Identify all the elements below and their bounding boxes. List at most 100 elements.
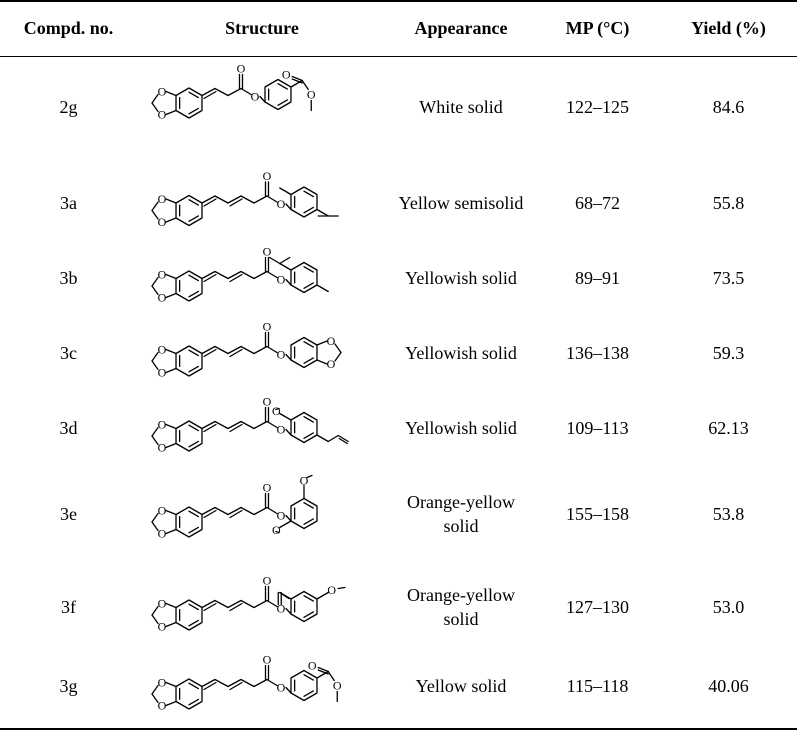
chain-bond: [240, 420, 255, 430]
melting-point-cell: 109–113: [566, 418, 629, 438]
compound-number: 3f: [61, 597, 76, 617]
methoxy-bond: [316, 591, 329, 600]
ester-sub-oxygen: O: [307, 88, 316, 102]
ester-sub-bond: [301, 79, 309, 91]
yield-cell: 73.5: [712, 268, 745, 288]
ester-bond: [266, 420, 278, 429]
ester-bond: [266, 345, 278, 354]
ester-bond: [285, 353, 292, 361]
aromatic-double-bond: [188, 215, 200, 222]
ester-oxygen: O: [277, 509, 286, 523]
dioxole-bond: [165, 621, 177, 628]
header-structure: Structure: [225, 17, 299, 38]
methoxy-bond: [279, 412, 292, 421]
melting-point-cell: 155–158: [566, 504, 629, 524]
dioxole-oxygen: O: [158, 504, 167, 518]
isopropyl-bond: [279, 262, 292, 271]
dioxole-oxygen: O: [158, 366, 167, 380]
aromatic-double-bond: [188, 619, 200, 627]
methoxy-oxygen: O: [272, 523, 281, 537]
appearance-cell: Yellow solid: [415, 676, 507, 696]
ester-oxygen: O: [251, 90, 260, 104]
header-rule: [0, 56, 797, 57]
chain-bond: [253, 345, 268, 355]
ester-bond: [285, 514, 292, 522]
chain-bond: [240, 599, 255, 609]
chain-bond: [227, 345, 242, 355]
aromatic-double-bond: [303, 595, 314, 602]
appearance-cell: Yellowish solid: [405, 343, 517, 363]
chain-double-bond: [229, 273, 243, 283]
chain-bond: [253, 506, 268, 516]
methoxy-oxygen: O: [300, 474, 309, 488]
aromatic-double-bond: [188, 424, 200, 432]
yield-cell: 84.6: [712, 97, 745, 117]
header-appearance: Appearance: [414, 17, 508, 38]
chain-double-bond: [229, 198, 243, 207]
aromatic-double-bond: [303, 416, 314, 423]
ester-oxygen: O: [277, 602, 286, 616]
ester-bond: [285, 607, 292, 615]
chain-bond: [214, 599, 229, 609]
melting-point-cell: 136–138: [566, 343, 629, 363]
chain-bond: [240, 195, 255, 204]
melting-point-cell: 68–72: [575, 192, 620, 213]
dioxole-oxygen: O: [158, 441, 167, 455]
dioxole-oxygen: O: [158, 291, 167, 305]
methyl-bond: [275, 530, 280, 534]
aromatic-double-bond: [303, 341, 314, 348]
chain-bond: [253, 195, 268, 204]
chain-double-bond: [203, 602, 217, 612]
dioxole-oxygen: O: [158, 192, 167, 206]
chain-bond: [214, 270, 229, 280]
chain-bond: [201, 195, 216, 204]
melting-point-cell: 127–130: [566, 597, 629, 617]
chain-bond: [240, 678, 255, 688]
ester-bond: [266, 270, 278, 279]
ester-bond: [259, 95, 266, 103]
dioxole-bond: [334, 343, 342, 354]
methyl-bond: [316, 284, 329, 293]
dioxole-bond: [165, 292, 177, 299]
dioxole-oxygen: O: [158, 85, 167, 99]
carbonyl-oxygen: O: [263, 169, 272, 183]
yield-cell: 40.06: [708, 676, 749, 696]
dioxole-bond: [151, 201, 159, 212]
appearance-cell: Yellowish solid: [405, 268, 517, 288]
chain-bond: [214, 678, 229, 688]
compound-number: 3a: [60, 192, 77, 213]
chain-bond: [253, 678, 268, 688]
chain-double-bond: [203, 198, 217, 207]
dioxole-bond: [165, 681, 177, 688]
ester-bond: [285, 428, 292, 436]
dioxole-bond: [151, 276, 159, 287]
ester-sub-double-bond: [317, 669, 329, 675]
ester-sub-bond: [290, 79, 303, 88]
dioxole-oxygen: O: [158, 268, 167, 282]
ester-bond: [266, 599, 278, 608]
aromatic-double-bond: [188, 199, 200, 206]
dioxole-bond: [316, 340, 328, 346]
carbonyl-oxygen: O: [237, 62, 246, 76]
aromatic-double-bond: [188, 91, 200, 99]
aromatic-double-bond: [303, 502, 314, 509]
aromatic-double-bond: [188, 698, 200, 706]
methyl-bond: [279, 187, 292, 196]
chain-bond: [201, 599, 216, 609]
ester-bond: [266, 195, 278, 203]
appearance-cell: Orange-yellow solid: [407, 492, 515, 536]
aromatic-double-bond: [303, 674, 314, 681]
dioxole-bond: [165, 509, 177, 516]
dioxole-bond: [165, 217, 177, 223]
